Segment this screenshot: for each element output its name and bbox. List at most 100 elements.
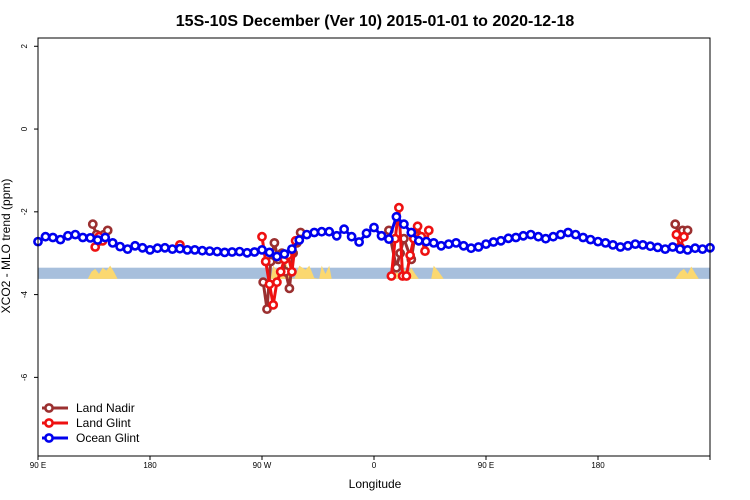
data-point-ocean-glint	[301, 229, 312, 240]
data-point-land-nadir	[670, 219, 681, 230]
data-point-land-glint	[405, 250, 415, 261]
data-point-land-nadir	[262, 304, 272, 314]
data-point-ocean-glint	[495, 235, 506, 246]
data-point-ocean-glint	[600, 237, 611, 248]
data-point-ocean-glint	[227, 247, 237, 257]
data-point-ocean-glint	[481, 239, 491, 249]
data-point-ocean-glint	[511, 232, 521, 243]
data-point-ocean-glint	[637, 239, 648, 250]
data-point-ocean-glint	[473, 242, 484, 252]
data-point-ocean-glint	[339, 224, 349, 235]
y-tick-label: -6	[20, 373, 29, 381]
data-point-ocean-glint	[271, 251, 282, 262]
data-point-ocean-glint	[324, 226, 335, 237]
data-point-ocean-glint	[585, 234, 596, 245]
data-point-land-nadir	[284, 283, 295, 294]
data-point-land-nadir	[87, 219, 98, 230]
data-point-ocean-glint	[145, 244, 155, 255]
land-fill-region	[87, 265, 118, 279]
data-point-ocean-glint	[346, 231, 357, 242]
data-point-ocean-glint	[257, 244, 267, 255]
data-point-ocean-glint	[286, 244, 297, 254]
legend-marker-ocean-glint	[44, 433, 54, 443]
data-point-ocean-glint	[204, 246, 215, 256]
legend-label-land-glint: Land Glint	[76, 416, 131, 430]
data-point-land-glint	[271, 277, 282, 288]
x-axis: 90 E 180 90 W 0 90 E 180	[30, 456, 711, 470]
data-point-ocean-glint	[421, 236, 432, 247]
legend-marker-land-glint	[44, 418, 54, 428]
data-point-ocean-glint	[107, 237, 118, 248]
data-point-ocean-glint	[466, 243, 476, 254]
data-point-ocean-glint	[428, 237, 439, 248]
data-point-land-glint	[401, 271, 412, 281]
data-point-ocean-glint	[249, 247, 260, 257]
data-point-ocean-glint	[48, 232, 58, 243]
data-point-ocean-glint	[630, 239, 641, 249]
legend-label-land-nadir: Land Nadir	[76, 401, 135, 415]
data-point-land-nadir	[269, 237, 280, 248]
data-point-ocean-glint	[570, 229, 581, 240]
data-point-ocean-glint	[115, 241, 125, 252]
series-ocean-glint	[33, 211, 715, 262]
plot-area	[33, 202, 715, 314]
data-point-ocean-glint	[55, 234, 66, 245]
data-point-ocean-glint	[294, 235, 305, 245]
data-point-land-glint	[260, 256, 271, 267]
data-point-ocean-glint	[533, 231, 544, 242]
data-point-land-glint	[420, 246, 430, 256]
data-point-ocean-glint	[63, 230, 73, 241]
data-point-ocean-glint	[615, 242, 626, 252]
y-axis: 2 0 -2 -4 -6	[20, 44, 38, 381]
data-point-ocean-glint	[159, 242, 170, 253]
data-point-ocean-glint	[608, 239, 618, 250]
data-point-ocean-glint	[167, 244, 178, 254]
data-point-ocean-glint	[540, 233, 551, 244]
reference-band	[38, 267, 710, 279]
data-point-ocean-glint	[264, 247, 275, 258]
data-point-ocean-glint	[234, 246, 245, 257]
data-point-ocean-glint	[182, 244, 193, 255]
data-point-ocean-glint	[316, 226, 327, 237]
data-point-ocean-glint	[369, 222, 379, 233]
data-point-ocean-glint	[458, 240, 469, 251]
data-point-ocean-glint	[40, 231, 51, 242]
data-point-ocean-glint	[376, 230, 387, 241]
land-fill-region	[431, 265, 444, 279]
data-point-ocean-glint	[413, 235, 424, 246]
data-point-ocean-glint	[645, 241, 656, 252]
x-tick-label: 0	[372, 461, 377, 470]
data-point-ocean-glint	[488, 237, 499, 247]
data-point-ocean-glint	[593, 236, 603, 247]
data-point-ocean-glint	[122, 244, 133, 254]
data-point-ocean-glint	[525, 229, 536, 240]
data-point-ocean-glint	[92, 235, 103, 245]
y-tick-label: 0	[20, 126, 29, 131]
data-point-ocean-glint	[443, 239, 454, 249]
data-point-land-glint	[679, 231, 689, 242]
chart-title: 15S-10S December (Ver 10) 2015-01-01 to …	[176, 13, 575, 30]
data-point-land-glint	[386, 271, 397, 281]
data-point-ocean-glint	[130, 240, 140, 251]
data-point-ocean-glint	[242, 247, 252, 258]
data-point-ocean-glint	[174, 243, 185, 254]
data-point-land-glint	[286, 266, 297, 277]
data-point-ocean-glint	[354, 237, 364, 247]
data-point-land-glint	[393, 202, 404, 213]
y-tick-label: -4	[20, 290, 29, 298]
series-land-glint	[90, 202, 689, 310]
data-point-ocean-glint	[548, 231, 559, 242]
x-tick-label: 90 E	[478, 461, 494, 470]
data-point-ocean-glint	[212, 246, 223, 257]
data-point-ocean-glint	[383, 234, 394, 244]
land-fill-region	[675, 266, 699, 279]
data-point-ocean-glint	[77, 232, 88, 243]
data-point-ocean-glint	[100, 232, 111, 243]
data-point-ocean-glint	[398, 219, 409, 230]
y-tick-label: -2	[20, 208, 29, 216]
x-axis-label: Longitude	[349, 477, 402, 491]
data-point-ocean-glint	[518, 230, 529, 241]
data-point-ocean-glint	[652, 242, 663, 253]
